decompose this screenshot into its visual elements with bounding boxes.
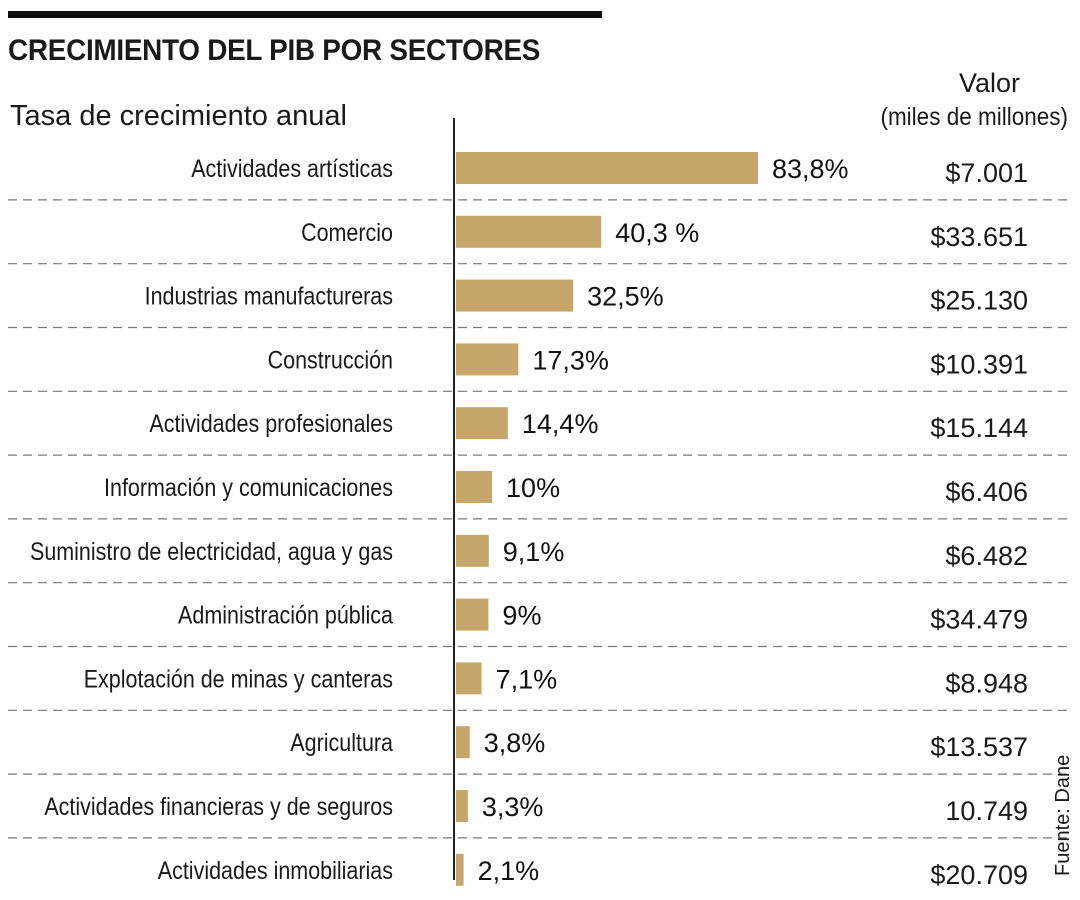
value-amount: $33.651 [930, 222, 1028, 252]
data-label: 32,5% [587, 282, 664, 312]
data-label: 14,4% [522, 409, 599, 439]
bar [456, 726, 470, 759]
value-amount: $34.479 [930, 605, 1028, 635]
bar [456, 407, 508, 440]
bar [456, 853, 464, 886]
source-note: Fuente: Dane [1052, 754, 1074, 876]
category-label: Construcción [268, 346, 393, 374]
category-label: Agricultura [290, 729, 393, 757]
category-label: Industrias manufactureras [145, 282, 393, 310]
data-label: 40,3 % [615, 218, 699, 248]
data-label: 10% [506, 473, 560, 503]
bar [456, 343, 519, 376]
value-amount: $15.144 [930, 413, 1028, 443]
chart-title: CRECIMIENTO DEL PIB POR SECTORES [8, 34, 541, 67]
data-label: 83,8% [772, 154, 849, 184]
data-label: 9% [502, 601, 541, 631]
bar [456, 279, 574, 312]
data-label: 9,1% [503, 537, 565, 567]
value-amount: $6.482 [945, 541, 1028, 571]
data-label: 3,8% [484, 728, 546, 758]
category-label: Comercio [301, 218, 393, 246]
value-amount: $10.391 [930, 349, 1028, 379]
value-amount: 10.749 [945, 796, 1028, 826]
value-header-unit: (miles de millones) [880, 103, 1068, 131]
value-amount: $20.709 [930, 860, 1028, 890]
bar [456, 790, 468, 822]
bar [456, 534, 489, 567]
value-amount: $25.130 [930, 286, 1028, 316]
data-label: 7,1% [496, 664, 558, 694]
data-label: 17,3% [532, 345, 609, 375]
data-label: 3,3% [482, 792, 544, 822]
bar [456, 471, 493, 503]
top-rule [8, 11, 602, 18]
value-amount: $13.537 [930, 732, 1028, 762]
value-column-header: Valor (miles de millones) [808, 66, 1068, 134]
bar [456, 662, 482, 695]
value-amount: $8.948 [945, 668, 1028, 698]
category-label: Actividades profesionales [149, 410, 393, 438]
bar-axis-line [453, 118, 455, 880]
chart-subtitle: Tasa de crecimiento anual [10, 100, 347, 132]
bar [456, 598, 489, 631]
category-label: Administración pública [178, 601, 393, 629]
bar [456, 152, 758, 184]
category-label: Actividades inmobiliarias [158, 856, 393, 884]
category-label: Actividades financieras y de seguros [44, 792, 393, 820]
data-label: 2,1% [478, 856, 540, 886]
category-label: Actividades artísticas [191, 154, 393, 182]
value-amount: $7.001 [945, 158, 1028, 188]
value-header-title: Valor [958, 68, 1020, 98]
bar [456, 215, 602, 248]
value-amount: $6.406 [945, 477, 1028, 507]
category-label: Suministro de electricidad, agua y gas [30, 537, 393, 565]
category-label: Explotación de minas y canteras [84, 665, 393, 693]
category-label: Información y comunicaciones [104, 473, 393, 501]
